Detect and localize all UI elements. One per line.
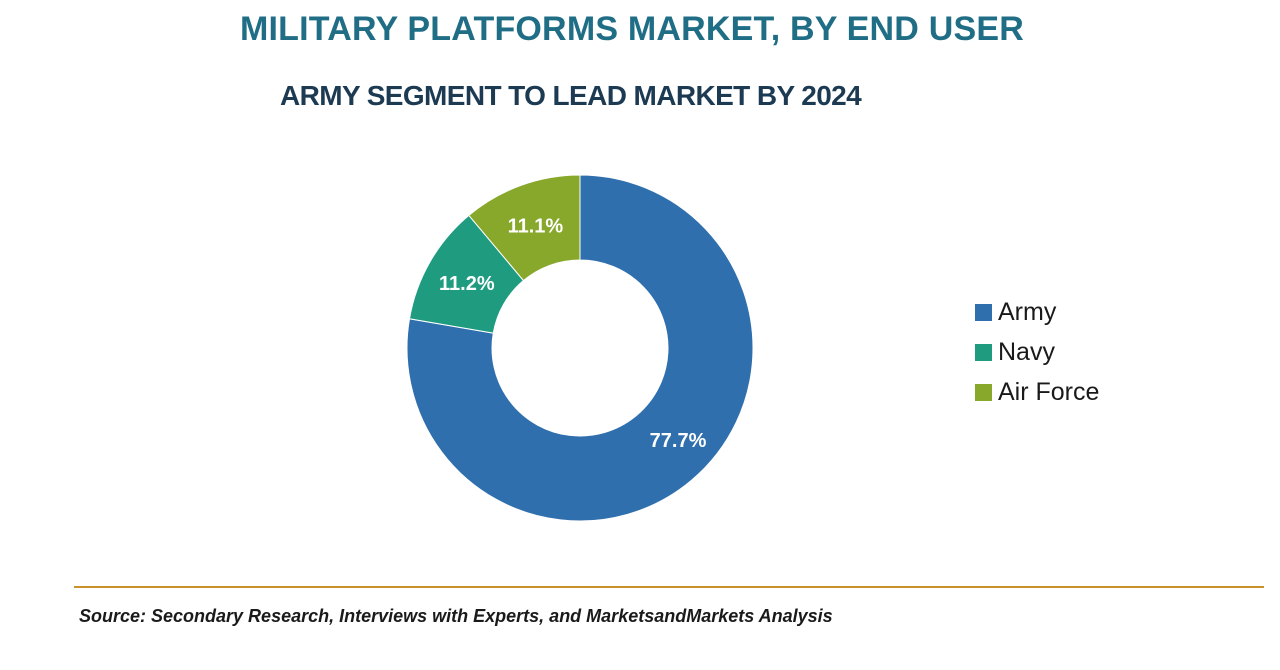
legend-label-army: Army	[998, 297, 1057, 326]
legend-swatch-army	[975, 303, 992, 321]
chart-legend: Army Navy Air Force	[975, 292, 1099, 412]
legend-label-air-force: Air Force	[998, 377, 1100, 406]
legend-label-navy: Navy	[998, 337, 1055, 366]
donut-slice-army	[406, 174, 754, 522]
footer-divider	[74, 586, 1264, 588]
legend-item-army: Army	[975, 292, 1099, 332]
legend-swatch-air-force	[975, 383, 992, 401]
chart-title: MILITARY PLATFORMS MARKET, BY END USER	[240, 10, 1024, 48]
source-note: Source: Secondary Research, Interviews w…	[79, 606, 833, 626]
legend-item-navy: Navy	[975, 332, 1099, 372]
chart-subtitle: ARMY SEGMENT TO LEAD MARKET BY 2024	[280, 80, 862, 111]
donut-slice-air-force	[468, 174, 581, 282]
legend-swatch-navy	[975, 343, 992, 361]
data-label-army: 77.7%	[650, 430, 707, 452]
legend-item-air-force: Air Force	[975, 372, 1099, 412]
data-label-navy: 11.2%	[439, 273, 495, 295]
data-label-air-force: 11.1%	[508, 215, 564, 237]
